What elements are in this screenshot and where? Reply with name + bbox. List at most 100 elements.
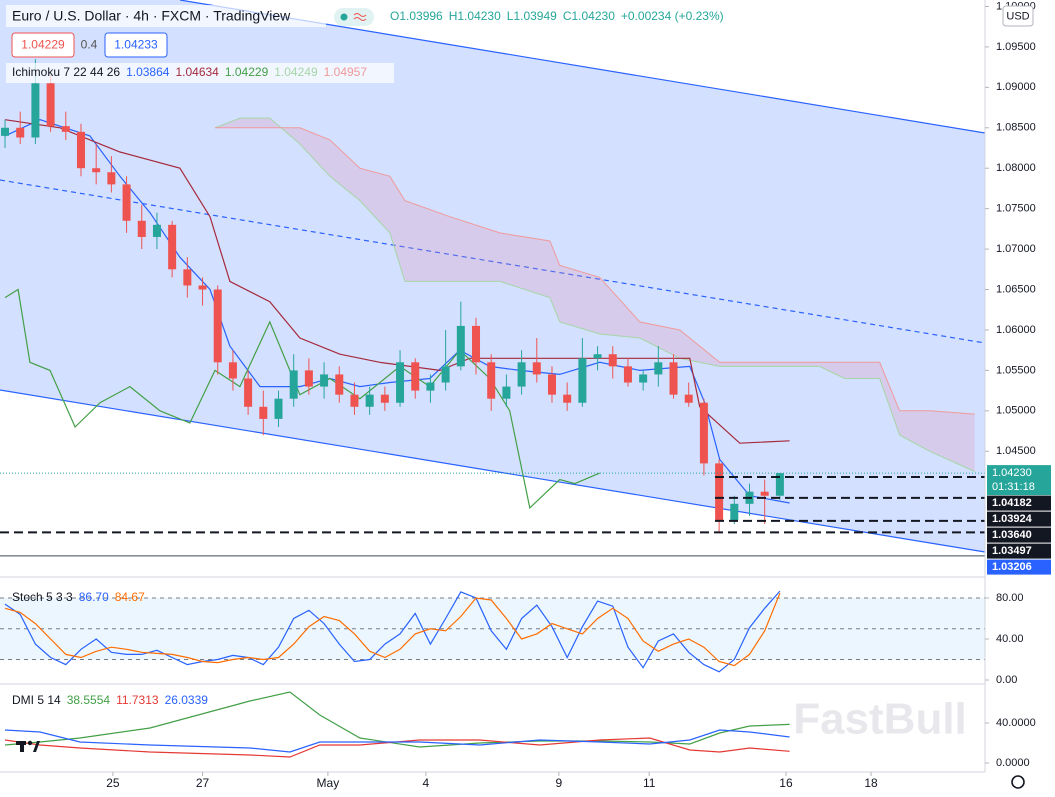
candle-body [289,370,298,399]
candle-body [578,358,587,403]
level-label: 1.03924 [992,513,1033,525]
level-label-box [987,511,1051,527]
change: +0.00234 (+0.23%) [621,9,724,23]
logo-part [20,741,24,752]
indicator-value: 26.0339 [165,693,209,707]
indicator-value: 1.04634 [175,65,219,79]
y-tick-label: 0.00 [996,674,1017,686]
indicator-value: 11.7313 [116,693,159,707]
level-label-box [987,527,1051,543]
candle-body [31,83,40,138]
indicator-value: 86.70 [79,590,109,604]
indicator-line [4,590,781,673]
last-price-box [987,465,1051,496]
candle-body [715,463,724,521]
candle-body [517,362,526,387]
indicator-value: 38.5554 [67,693,111,707]
y-tick-label: 0.0000 [996,757,1030,769]
ohlc-value: H1.04230 [449,9,501,23]
candle-body [259,406,268,419]
indicator-value: 84.67 [115,590,145,604]
candle-body [46,83,55,127]
candle-body [775,473,784,496]
candle-body [76,131,85,169]
status-dot [340,13,348,21]
candle-body [213,289,222,363]
support-label: 1.03206 [992,561,1032,573]
ichimoku-legend: Ichimoku 7 22 44 26 1.03864 1.04634 1.04229… [12,65,367,79]
y-tick-label: 80.00 [996,592,1024,604]
watermark: FastBull [793,695,967,744]
indicator-line [4,729,790,753]
candle-body [699,402,708,464]
candle-body [593,354,602,359]
settings-icon[interactable] [1011,775,1025,789]
x-tick-label: 25 [106,776,120,790]
level-label-box [987,543,1051,559]
candle-body [61,126,70,132]
candle-body [274,398,283,419]
candle-body [456,325,465,367]
ohlc-legend: O1.03996 H1.04230 L1.03949 C1.04230 +0.00234… [390,9,724,23]
legend-bg [6,5,326,27]
cloud-span-b [215,127,975,415]
price-axis [985,0,1055,797]
candle-body [730,503,739,521]
last-price-label: 1.04230 [992,467,1032,479]
currency: USD [1006,10,1029,22]
ohlc-value: O1.03996 [390,9,443,23]
currency-button[interactable] [1002,5,1034,27]
sell-price: 1.04229 [21,38,65,52]
channel-mid [0,179,986,344]
y-tick-label: 1.08500 [996,122,1036,134]
ohlc-value: L1.03949 [507,9,557,23]
cloud-span-a [214,117,975,472]
channel-fill [0,0,985,552]
candle-body [92,168,101,173]
candle-body [563,394,572,403]
candle-body [16,127,25,138]
candle-body [760,491,769,496]
candle-body [608,354,617,367]
dmi-legend: DMI 5 14 38.5554 11.7313 26.0339 [12,693,208,707]
y-tick-label: 1.05500 [996,364,1036,376]
buy-button[interactable] [104,32,168,58]
status-badge [334,8,374,26]
chart-title: Euro / U.S. Dollar · 4h · FXCM · Trading… [12,8,291,24]
indicator-name: Stoch 5 3 3 [12,590,73,604]
y-tick-label: 40.00 [996,633,1024,645]
candle-body [183,269,192,286]
logo-part [27,740,33,746]
indicator-line [4,592,781,667]
tradingview-logo [16,740,40,752]
ichimoku-line [4,288,600,510]
y-tick-label: 1.06000 [996,324,1036,336]
y-tick-label: 1.07500 [996,203,1036,215]
sell-button[interactable] [11,32,75,58]
plot-area [0,59,985,758]
ichimoku-line [4,119,790,504]
x-tick-label: 18 [864,776,878,790]
candle-body [335,374,344,395]
candle-body [623,366,632,383]
candle-body [137,220,146,237]
x-tick-label: 27 [196,776,210,790]
x-tick-label: 9 [555,776,562,790]
level-label: 1.03497 [992,545,1032,557]
indicator-line [4,691,790,748]
y-tick-label: 1.07000 [996,243,1036,255]
status-wave [353,13,367,21]
support-label-box [987,559,1051,575]
ohlc-value: C1.04230 [563,9,615,23]
candle-body [532,362,541,375]
indicator-value: 1.03864 [126,65,170,79]
indicator-value: 1.04957 [324,65,368,79]
candle-body [547,374,556,395]
stoch-legend: Stoch 5 3 3 86.70 84.67 [12,590,145,604]
candle-body [639,374,648,383]
level-label: 1.03640 [992,529,1032,541]
indicator-line [4,737,790,758]
x-tick-label: 4 [423,776,430,790]
